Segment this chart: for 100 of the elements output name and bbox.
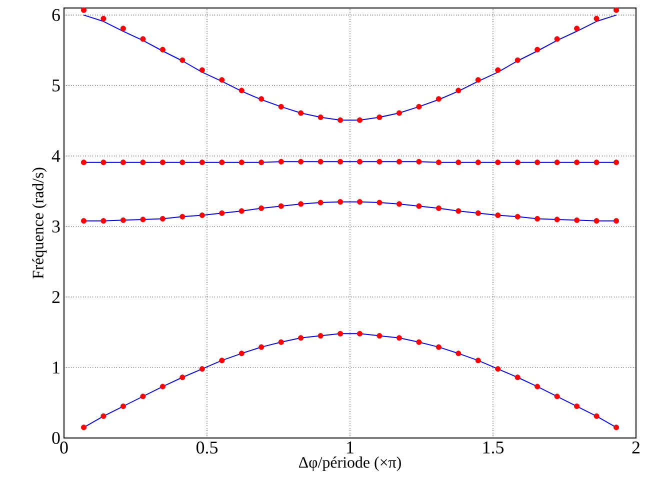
point — [160, 160, 166, 166]
point — [534, 160, 540, 166]
x-axis-title: Δφ/période (×π) — [298, 456, 401, 472]
y-tick-label: 6 — [52, 9, 60, 22]
point — [514, 57, 520, 63]
point — [160, 46, 166, 52]
x-tick-label: 1.5 — [483, 442, 504, 454]
point — [278, 203, 284, 209]
point — [337, 330, 344, 336]
point — [613, 218, 620, 224]
point — [574, 160, 580, 166]
point — [554, 216, 560, 222]
point — [436, 205, 442, 211]
point — [337, 158, 344, 164]
point — [337, 199, 344, 205]
point — [456, 88, 462, 94]
point — [574, 403, 580, 410]
point — [219, 160, 225, 166]
point — [180, 57, 186, 63]
point — [100, 413, 106, 419]
point — [199, 366, 205, 372]
point — [396, 110, 402, 116]
point — [475, 77, 481, 83]
point — [396, 335, 402, 341]
point — [514, 214, 520, 220]
point — [514, 160, 520, 166]
point — [219, 210, 225, 216]
point — [80, 218, 87, 224]
point — [238, 88, 244, 94]
point — [416, 158, 422, 164]
point — [396, 201, 402, 207]
point — [120, 160, 126, 166]
point — [574, 26, 580, 32]
point — [594, 218, 600, 224]
y-tick-label: 2 — [52, 291, 60, 303]
point — [219, 77, 225, 83]
point — [396, 158, 402, 164]
point — [318, 114, 324, 120]
point — [475, 210, 481, 216]
point — [278, 339, 284, 345]
point — [120, 26, 126, 32]
point — [100, 218, 106, 224]
point — [318, 158, 324, 164]
point — [80, 160, 87, 166]
point — [199, 212, 205, 218]
point — [298, 201, 304, 207]
point — [258, 96, 264, 102]
y-axis-title: Fréquence (rad/s) — [32, 168, 47, 279]
point — [120, 403, 126, 410]
point — [140, 394, 146, 400]
point — [356, 330, 363, 336]
point — [180, 160, 186, 166]
x-tick-label: 2 — [632, 442, 640, 454]
point — [436, 96, 442, 102]
x-tick-label: 0.5 — [196, 442, 218, 454]
point — [514, 374, 520, 380]
point — [258, 205, 264, 211]
point — [475, 358, 481, 364]
point — [298, 110, 304, 116]
point — [475, 160, 481, 166]
point — [180, 214, 186, 220]
point — [160, 216, 166, 222]
point — [376, 200, 382, 206]
point — [613, 424, 620, 430]
point — [554, 394, 560, 400]
point — [120, 217, 126, 223]
point — [456, 350, 462, 356]
point — [199, 160, 205, 166]
point — [376, 114, 382, 120]
point — [258, 160, 264, 166]
point — [160, 384, 166, 390]
point — [495, 67, 501, 73]
point — [456, 160, 462, 166]
y-tick-label: 5 — [52, 80, 60, 92]
point — [318, 332, 324, 339]
point — [594, 16, 600, 22]
x-tick-label: 1 — [347, 442, 354, 454]
point — [278, 104, 284, 110]
y-tick-label: 3 — [52, 220, 60, 233]
point — [80, 424, 87, 430]
point — [318, 200, 324, 206]
point — [436, 160, 442, 166]
point — [376, 158, 382, 164]
point — [534, 46, 540, 52]
point — [278, 158, 284, 164]
point — [100, 16, 106, 22]
point — [140, 216, 146, 222]
y-tick-label: 4 — [52, 150, 60, 162]
point — [80, 7, 87, 13]
point — [416, 203, 422, 209]
point — [495, 160, 501, 166]
point — [356, 158, 363, 164]
point — [199, 67, 205, 73]
y-tick-label: 1 — [53, 362, 60, 374]
point — [613, 7, 620, 13]
point — [554, 36, 560, 42]
point — [495, 212, 501, 218]
point — [416, 339, 422, 345]
point — [100, 160, 106, 166]
point — [238, 160, 244, 166]
